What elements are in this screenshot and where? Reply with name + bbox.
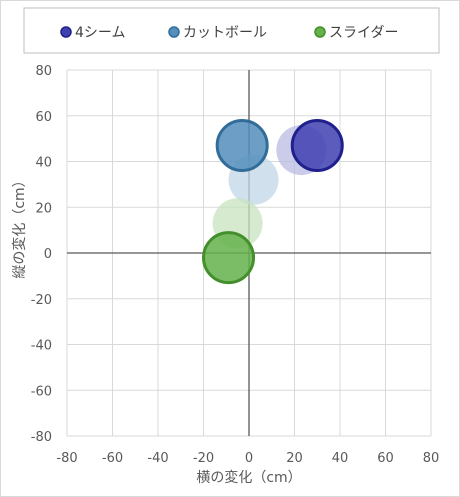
- x-tick-label: 40: [332, 451, 349, 466]
- x-axis-title: 横の変化（cm）: [196, 469, 301, 486]
- legend-marker-2: [168, 26, 180, 38]
- y-tick-label: 60: [35, 110, 52, 125]
- x-tick-label: -60: [102, 451, 123, 466]
- legend-box: [23, 7, 440, 54]
- x-tick-label: -20: [193, 451, 214, 466]
- bubble-3: [202, 231, 256, 285]
- y-tick-label: -20: [31, 293, 52, 308]
- y-tick-label: -60: [31, 384, 52, 399]
- legend-label-3: スライダー: [329, 25, 398, 41]
- legend-marker-3: [314, 26, 326, 38]
- y-tick-label: 0: [44, 247, 52, 262]
- x-tick-label: 0: [245, 451, 253, 466]
- legend: 4シーム カットボール スライダー: [60, 25, 398, 41]
- y-tick-label: 20: [35, 201, 52, 216]
- legend-label-2: カットボール: [183, 25, 267, 41]
- bubbles: [202, 118, 344, 285]
- x-tick-label: -40: [147, 451, 168, 466]
- x-tick-label: 20: [286, 451, 303, 466]
- legend-label-1: 4シーム: [75, 25, 126, 41]
- legend-marker-1: [60, 26, 72, 38]
- y-tick-label: 80: [35, 64, 52, 79]
- x-tick-label: 80: [423, 451, 440, 466]
- y-tick-label: -80: [31, 430, 52, 445]
- y-tick-label: 40: [35, 156, 52, 171]
- x-tick-label: 60: [377, 451, 394, 466]
- y-tick-label: -40: [31, 339, 52, 354]
- y-axis-title: 縦の変化（cm）: [11, 173, 28, 278]
- bubble-1: [290, 118, 344, 172]
- y-tick-labels: -80 -60 -40 -20 0 20 40 60 80: [31, 64, 52, 445]
- bubble-2: [215, 118, 269, 172]
- x-tick-label: -80: [56, 451, 77, 466]
- x-tick-labels: -80 -60 -40 -20 0 20 40 60 80: [56, 451, 439, 466]
